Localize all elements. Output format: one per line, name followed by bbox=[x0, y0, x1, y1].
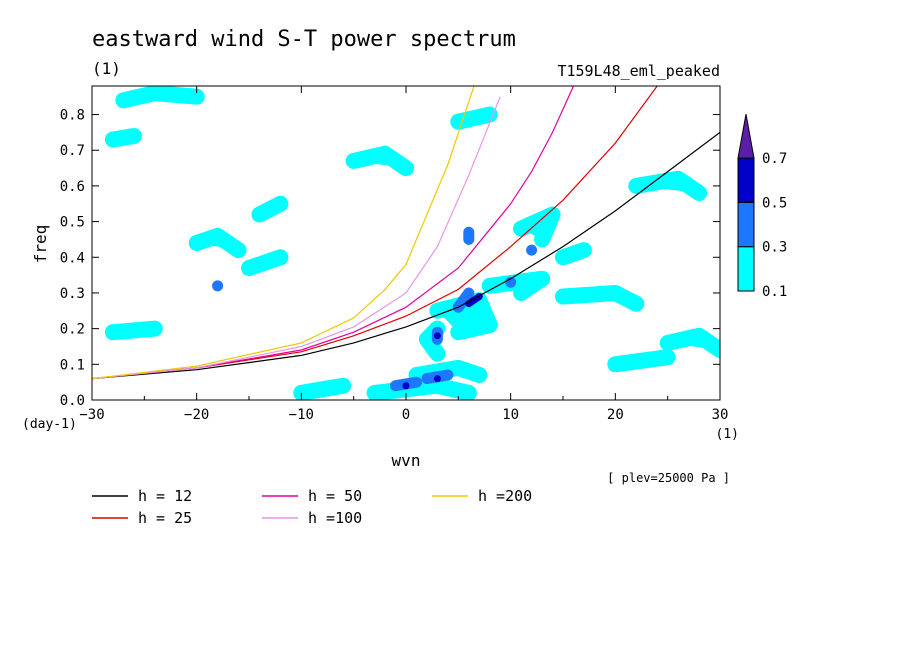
contour-region-01-13 bbox=[104, 320, 163, 341]
colorbar-extension bbox=[737, 114, 755, 159]
x-tick-label-3: 0 bbox=[402, 407, 410, 423]
contour-region-01-1 bbox=[366, 377, 477, 400]
curve-50 bbox=[92, 86, 575, 380]
y-tick-label-4: 0.4 bbox=[60, 250, 85, 266]
contour-region-01-15 bbox=[628, 170, 708, 201]
legend-label-2: h = 50 bbox=[308, 487, 362, 505]
legend: h = 12 h = 25 h = 50 h =100 h =200 bbox=[92, 487, 532, 527]
x-tick-label-6: 30 bbox=[712, 407, 729, 423]
colorbar-segment-2 bbox=[737, 157, 755, 203]
contour-region-03-27 bbox=[505, 276, 517, 288]
contour-region-01-16 bbox=[345, 145, 414, 177]
pressure-level-note: [ plev=25000 Pa ] bbox=[607, 471, 730, 485]
curve-100 bbox=[92, 96, 501, 380]
contour-region-05-30 bbox=[433, 375, 441, 383]
contour-region-05-28 bbox=[465, 293, 483, 308]
x-tick-label-0: −30 bbox=[79, 407, 104, 423]
contour-region-01-14 bbox=[293, 377, 352, 400]
contour-region-01-18 bbox=[241, 249, 289, 276]
colorbar-segment-0 bbox=[737, 246, 755, 292]
x-axis: −30 −20 −10 0 10 20 30 bbox=[79, 86, 728, 423]
dispersion-curves bbox=[92, 86, 720, 380]
contour-region-01-17 bbox=[450, 106, 498, 130]
contour-region-01-11 bbox=[659, 327, 720, 358]
plot-area bbox=[92, 86, 720, 400]
contour-region-01-5 bbox=[513, 206, 561, 248]
x-axis-label: wvn bbox=[392, 451, 421, 470]
contour-region-01-7 bbox=[115, 86, 205, 109]
legend-label-1: h = 25 bbox=[138, 509, 192, 527]
y-tick-label-3: 0.3 bbox=[60, 286, 85, 302]
contour-region-01-6 bbox=[104, 128, 142, 148]
y-tick-label-7: 0.7 bbox=[60, 143, 85, 159]
colorbar-label-1: 0.3 bbox=[762, 240, 787, 256]
contour-region-03-24 bbox=[526, 244, 538, 256]
colorbar-label-3: 0.7 bbox=[762, 151, 787, 167]
chart-subtitle-unit: (1) bbox=[92, 59, 121, 78]
y-tick-label-5: 0.5 bbox=[60, 215, 85, 231]
colorbar-segment-1 bbox=[737, 201, 755, 248]
contour-region-01-8 bbox=[188, 227, 247, 259]
y-tick-label-0: 0.0 bbox=[60, 393, 85, 409]
y-tick-label-6: 0.6 bbox=[60, 179, 85, 195]
contour-region-03-20 bbox=[452, 287, 475, 313]
y-axis-unit: (day-1) bbox=[22, 417, 77, 432]
contour-region-05-29 bbox=[402, 382, 410, 390]
y-tick-label-8: 0.8 bbox=[60, 108, 85, 124]
chart-title: eastward wind S-T power spectrum bbox=[92, 27, 516, 52]
colorbar-label-2: 0.5 bbox=[762, 195, 787, 211]
contour-region-03-26 bbox=[212, 280, 224, 292]
x-tick-label-2: −10 bbox=[289, 407, 314, 423]
curve-12 bbox=[92, 131, 720, 380]
curve-25 bbox=[92, 86, 658, 380]
legend-label-0: h = 12 bbox=[138, 487, 192, 505]
y-axis-label: freq bbox=[31, 225, 50, 264]
y-tick-label-2: 0.2 bbox=[60, 322, 85, 338]
contour-region-05-31 bbox=[433, 332, 441, 340]
curve-200 bbox=[92, 86, 475, 380]
contour-region-01-10 bbox=[555, 285, 645, 312]
contour-region-01-12 bbox=[607, 349, 676, 373]
y-tick-label-1: 0.1 bbox=[60, 357, 85, 373]
x-tick-label-4: 10 bbox=[502, 407, 519, 423]
legend-label-4: h =200 bbox=[478, 487, 532, 505]
x-tick-label-1: −20 bbox=[184, 407, 209, 423]
y-axis: 0.0 0.1 0.2 0.3 0.4 0.5 0.6 0.7 0.8 bbox=[60, 108, 720, 409]
chart-subtitle-experiment: T159L48_eml_peaked bbox=[557, 62, 720, 80]
legend-label-3: h =100 bbox=[308, 509, 362, 527]
x-tick-label-5: 20 bbox=[607, 407, 624, 423]
colorbar: 0.1 0.3 0.5 0.7 bbox=[737, 114, 787, 300]
x-axis-unit: (1) bbox=[716, 427, 739, 442]
contour-region-01-9 bbox=[251, 195, 289, 223]
contour-regions bbox=[104, 86, 720, 400]
colorbar-label-0: 0.1 bbox=[762, 284, 787, 300]
contour-region-01-19 bbox=[555, 242, 592, 266]
